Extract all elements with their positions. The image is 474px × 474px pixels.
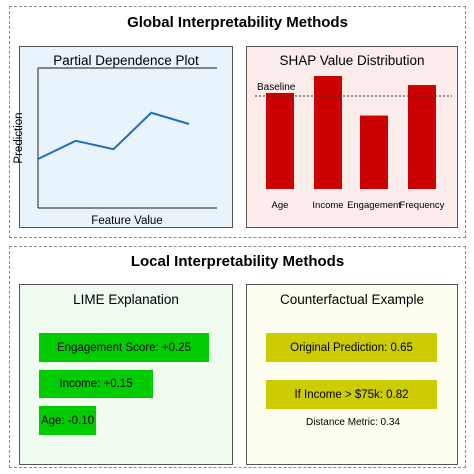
shap-tick-label-engagement: Engagement [347, 200, 401, 211]
counterfactual-title: Counterfactual Example [279, 292, 425, 307]
if-income-box: If Income > $75k: 0.82 [266, 380, 437, 409]
shap-tick-label-income: Income [312, 200, 344, 211]
shap-chart [255, 76, 452, 189]
shap-bar-income [314, 76, 342, 189]
global-methods-section: Global Interpretability Methods Partial … [9, 6, 466, 238]
global-section-title: Global Interpretability Methods [127, 14, 348, 31]
shap-bar-frequency [408, 85, 436, 189]
original-prediction-box: Original Prediction: 0.65 [266, 333, 437, 362]
distance-metric-text: Distance Metric: 0.34 [306, 417, 400, 428]
shap-baseline-label: Baseline [257, 82, 296, 93]
pdp-panel: Partial Dependence Plot Feature Value Pr… [13, 46, 233, 228]
lime-bar-engagement: Engagement Score: +0.25 [39, 333, 209, 362]
counterfactual-panel: Counterfactual Example Original Predicti… [246, 284, 458, 465]
shap-bar-engagement [360, 115, 388, 189]
shap-bar-age [266, 92, 294, 189]
lime-bar-age: Age: -0.10 [39, 406, 96, 435]
lime-bar-income: Income: +0.15 [39, 370, 153, 398]
shap-title: SHAP Value Distribution [279, 53, 425, 68]
pdp-line [37, 111, 190, 160]
lime-title: LIME Explanation [73, 292, 179, 307]
shap-tick-label-frequency: Frequency [399, 200, 445, 211]
lime-panel: LIME Explanation Engagement Score: +0.25… [19, 284, 233, 465]
pdp-title: Partial Dependence Plot [53, 53, 199, 68]
shap-panel: SHAP Value Distribution Baseline Age Inco… [246, 46, 458, 228]
local-methods-section: Local Interpretability Methods LIME Expl… [9, 246, 466, 468]
shap-tick-label-age: Age [271, 200, 289, 211]
pdp-ylabel: Prediction [13, 112, 25, 164]
local-section-title: Local Interpretability Methods [130, 253, 345, 270]
pdp-chart [37, 67, 217, 209]
pdp-xlabel: Feature Value [91, 215, 163, 227]
